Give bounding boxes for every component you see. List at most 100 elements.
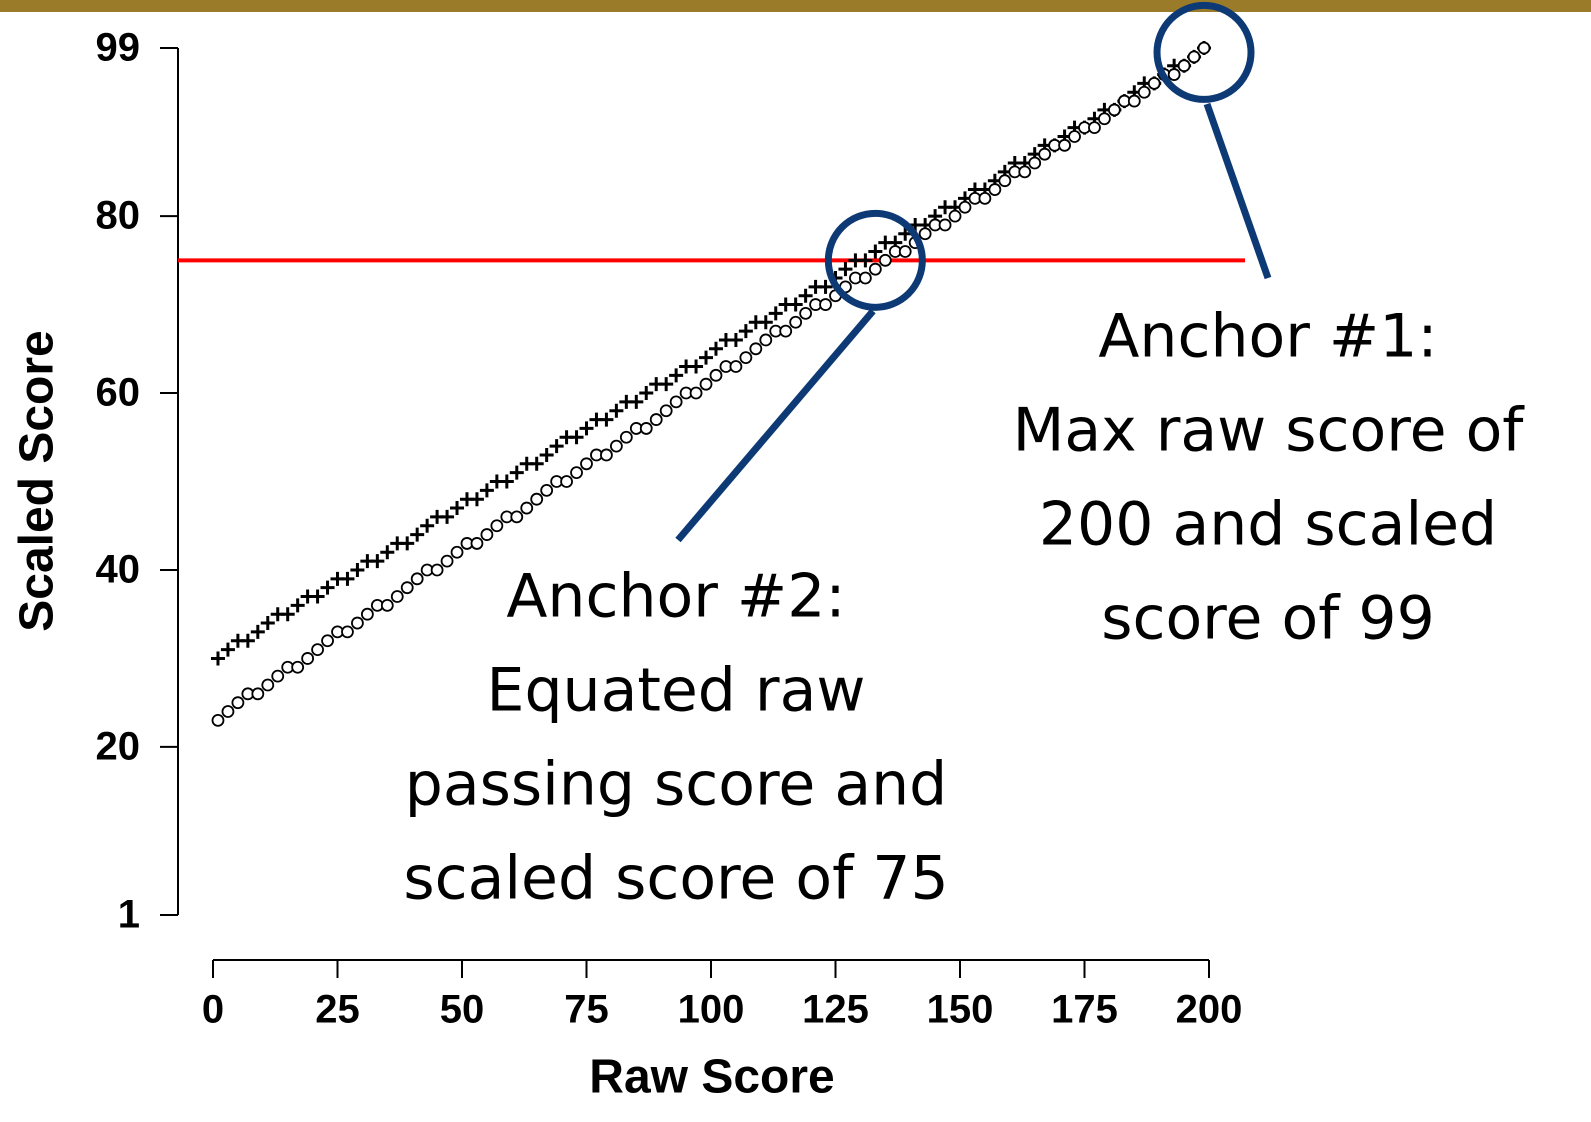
circle-marker xyxy=(918,227,932,241)
circle-marker xyxy=(211,713,225,727)
x-tick-label: 150 xyxy=(927,988,994,1032)
circle-marker xyxy=(271,669,285,683)
plus-marker xyxy=(539,447,554,462)
circle-marker xyxy=(609,439,623,453)
circle-marker xyxy=(619,430,633,444)
plus-marker xyxy=(659,377,674,392)
circle-marker xyxy=(1058,138,1071,152)
circle-marker xyxy=(450,545,464,559)
circle-marker xyxy=(1038,147,1052,161)
circle-marker xyxy=(490,519,504,533)
plus-marker xyxy=(639,386,654,401)
annotation-text: 200 and scaled xyxy=(1039,490,1497,560)
annotation-text: score of 99 xyxy=(1101,584,1435,654)
annotation-text: passing score and xyxy=(405,750,947,820)
x-axis-title: Raw Score xyxy=(589,1051,834,1104)
annotation-text: Anchor #1: xyxy=(1098,302,1437,372)
circle-marker xyxy=(649,413,663,426)
plus-marker xyxy=(669,368,684,383)
x-tick-label: 200 xyxy=(1176,988,1243,1032)
plus-marker xyxy=(599,412,614,427)
circle-marker xyxy=(1018,165,1032,179)
circle-marker xyxy=(998,174,1012,188)
annotation-text: Anchor #2: xyxy=(506,562,845,632)
top-bar xyxy=(0,0,1591,12)
circle-marker xyxy=(819,298,832,311)
circle-marker xyxy=(759,333,773,347)
circle-marker xyxy=(1088,121,1101,135)
plus-marker xyxy=(210,651,225,666)
circle-marker xyxy=(380,598,394,612)
circle-marker xyxy=(430,563,444,577)
plus-marker xyxy=(469,492,484,507)
circle-marker xyxy=(291,660,305,674)
y-tick-label: 99 xyxy=(96,26,141,70)
y-tick-label: 20 xyxy=(96,724,141,768)
plus-marker xyxy=(310,589,325,604)
plus-marker xyxy=(509,465,524,480)
circle-marker xyxy=(261,678,275,692)
y-tick-label: 1 xyxy=(118,893,140,937)
plus-marker xyxy=(549,439,564,454)
circle-marker xyxy=(948,209,962,223)
plus-marker xyxy=(569,430,584,445)
circle-marker xyxy=(410,572,424,586)
plus-marker xyxy=(529,456,544,471)
x-tick-label: 175 xyxy=(1051,988,1118,1032)
x-tick-label: 25 xyxy=(315,988,360,1032)
circle-marker xyxy=(868,262,882,276)
y-axis-title: Scaled Score xyxy=(11,330,64,632)
plus-marker xyxy=(250,624,265,639)
plus-marker xyxy=(728,332,743,347)
circle-marker xyxy=(958,200,972,214)
plus-marker xyxy=(768,306,783,321)
circle-marker xyxy=(739,351,753,365)
anchor-circle xyxy=(824,209,926,311)
circle-marker xyxy=(251,687,265,701)
circle-marker xyxy=(1028,156,1042,170)
plus-marker xyxy=(798,288,813,303)
circle-marker xyxy=(729,360,743,373)
circle-marker xyxy=(580,457,593,471)
circle-marker xyxy=(858,271,872,285)
annotation-text: Max raw score of xyxy=(1013,396,1526,466)
circle-marker xyxy=(639,422,653,435)
plus-marker xyxy=(350,562,365,577)
circle-marker xyxy=(1167,68,1181,81)
circle-marker xyxy=(779,324,793,338)
plus-marker xyxy=(629,394,644,409)
anchor-pointer xyxy=(675,308,876,543)
plus-marker xyxy=(699,350,714,365)
plus-marker xyxy=(758,315,773,330)
plus-marker xyxy=(818,279,833,294)
circle-marker xyxy=(898,245,912,258)
circle-marker xyxy=(231,696,245,710)
plus-marker xyxy=(479,483,494,498)
circle-marker xyxy=(510,510,524,524)
plus-marker xyxy=(609,403,624,418)
plus-marker xyxy=(240,633,255,648)
circle-marker xyxy=(689,386,703,400)
circle-marker xyxy=(789,315,803,329)
circle-marker xyxy=(1147,76,1161,90)
circle-marker xyxy=(1127,94,1141,108)
plus-marker xyxy=(858,253,873,268)
circle-marker xyxy=(1107,103,1121,117)
y-tick-label: 80 xyxy=(96,194,141,238)
x-tick-label: 75 xyxy=(564,988,609,1032)
circle-marker xyxy=(938,218,952,232)
plus-marker xyxy=(380,545,395,560)
y-tick-label: 40 xyxy=(96,548,141,592)
annotation-text: scaled score of 75 xyxy=(403,844,948,914)
circle-marker xyxy=(440,554,454,568)
plus-marker xyxy=(340,571,355,586)
circle-marker xyxy=(390,590,404,603)
plus-marker xyxy=(320,580,335,595)
plus-marker xyxy=(370,554,385,569)
annotation-text: Equated raw xyxy=(487,656,866,726)
circle-marker xyxy=(749,342,763,356)
circle-marker xyxy=(540,483,554,497)
circle-marker xyxy=(659,404,673,418)
x-tick-label: 50 xyxy=(440,988,485,1032)
circle-marker xyxy=(669,395,683,409)
